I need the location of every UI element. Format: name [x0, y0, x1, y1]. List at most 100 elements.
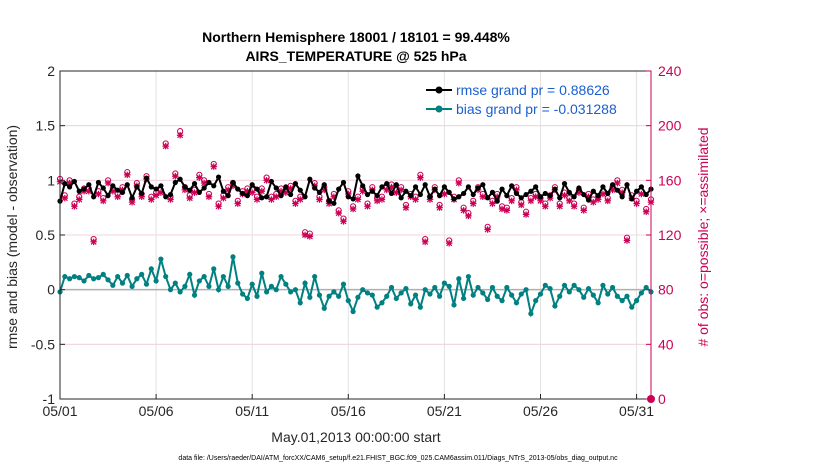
obs-assimilated-marker — [561, 192, 568, 199]
obs-assimilated-marker — [176, 131, 184, 139]
obs-assimilated-marker — [397, 186, 405, 194]
bias-point — [504, 284, 510, 291]
bias-point — [600, 282, 606, 288]
rmse-point — [297, 187, 303, 193]
obs-assimilated-marker — [335, 209, 342, 217]
rmse-point — [91, 194, 97, 200]
bias-point — [638, 290, 644, 296]
obs-assimilated-marker — [359, 188, 366, 195]
bias-point — [489, 284, 496, 291]
bias-point — [283, 281, 289, 287]
bias-point — [494, 293, 500, 299]
rmse-point — [388, 190, 395, 197]
bias-point — [350, 308, 356, 315]
obs-assimilated-marker — [167, 196, 174, 203]
obs-assimilated-marker — [321, 186, 328, 194]
rmse-point — [412, 184, 419, 190]
y-right-tick-label: 160 — [658, 172, 682, 188]
rmse-point — [446, 189, 452, 195]
rmse-point — [605, 190, 611, 197]
y-left-tick-label: 0.5 — [36, 227, 56, 243]
obs-assimilated-marker — [614, 179, 621, 187]
obs-assimilated-marker — [186, 194, 193, 202]
bias-point — [148, 266, 154, 272]
bias-point — [518, 291, 524, 297]
bias-point — [417, 304, 423, 310]
obs-assimilated-marker — [508, 197, 515, 205]
bias-point — [206, 283, 212, 289]
obs-assimilated-marker — [191, 189, 198, 196]
rmse-point — [619, 194, 625, 200]
bias-point — [230, 254, 236, 260]
obs-assimilated-marker — [330, 193, 338, 200]
obs-assimilated-marker — [527, 197, 535, 205]
bias-point — [297, 300, 303, 306]
obs-assimilated-marker — [95, 190, 102, 198]
bias-point — [254, 293, 260, 299]
bias-point — [278, 273, 284, 280]
bias-point — [384, 293, 390, 299]
obs-assimilated-marker — [296, 196, 304, 203]
bias-point — [523, 287, 529, 293]
obs-assimilated-marker — [575, 189, 583, 196]
rmse-point — [475, 185, 481, 191]
obs-assimilated-marker — [114, 193, 121, 200]
rmse-point — [364, 191, 371, 198]
rmse-point — [609, 182, 616, 188]
bias-point — [172, 280, 178, 286]
bias-point — [288, 289, 294, 295]
obs-assimilated-marker — [388, 183, 395, 191]
bias-point — [441, 280, 447, 286]
bias-point — [364, 290, 371, 296]
bias-point — [76, 275, 82, 281]
bias-point — [321, 305, 327, 311]
rmse-point — [643, 191, 649, 198]
rmse-point — [148, 184, 154, 190]
obs-assimilated-marker — [162, 142, 169, 150]
obs-assimilated-marker — [604, 197, 612, 205]
rmse-point — [283, 184, 289, 190]
obs-assimilated-marker — [417, 174, 424, 181]
obs-assimilated-marker — [181, 186, 189, 194]
rmse-point — [206, 179, 212, 186]
chart-title-line-2: AIRS_TEMPERATURE @ 525 hPa — [245, 48, 466, 64]
rmse-point — [268, 178, 275, 185]
obs-assimilated-marker — [469, 200, 477, 207]
rmse-point — [624, 182, 630, 188]
rmse-point — [67, 184, 73, 190]
y-right-tick-label: 0 — [658, 391, 666, 407]
bias-point — [124, 272, 130, 279]
obs-assimilated-marker — [71, 203, 78, 210]
rmse-point — [331, 200, 337, 206]
bias-point — [110, 282, 116, 288]
bias-point — [360, 287, 366, 293]
obs-assimilated-marker — [383, 186, 390, 194]
rmse-point — [403, 188, 409, 194]
bias-point — [480, 290, 486, 296]
bias-point — [134, 276, 140, 282]
rmse-point — [172, 179, 178, 186]
bias-point — [528, 311, 534, 317]
bias-point — [432, 284, 438, 291]
bias-point — [264, 289, 270, 295]
bias-point — [244, 295, 250, 302]
rmse-point — [499, 186, 505, 192]
rmse-point — [360, 183, 366, 189]
rmse-point — [187, 187, 193, 193]
rmse-point — [340, 179, 347, 186]
obs-assimilated-marker — [570, 203, 578, 210]
rmse-point — [302, 194, 308, 200]
y-right-tick-label: 80 — [658, 282, 674, 298]
bias-point — [187, 271, 193, 277]
rmse-point — [537, 194, 544, 200]
bias-point — [422, 287, 428, 293]
rmse-point — [590, 188, 596, 194]
obs-assimilated-marker — [460, 207, 467, 214]
bias-point — [167, 287, 174, 293]
obs-assimilated-marker — [436, 204, 443, 211]
rmse-point — [451, 196, 457, 202]
x-tick-label: 05/26 — [523, 403, 558, 419]
rmse-point — [158, 183, 164, 189]
obs-assimilated-marker — [301, 231, 309, 239]
bias-point — [220, 273, 226, 280]
